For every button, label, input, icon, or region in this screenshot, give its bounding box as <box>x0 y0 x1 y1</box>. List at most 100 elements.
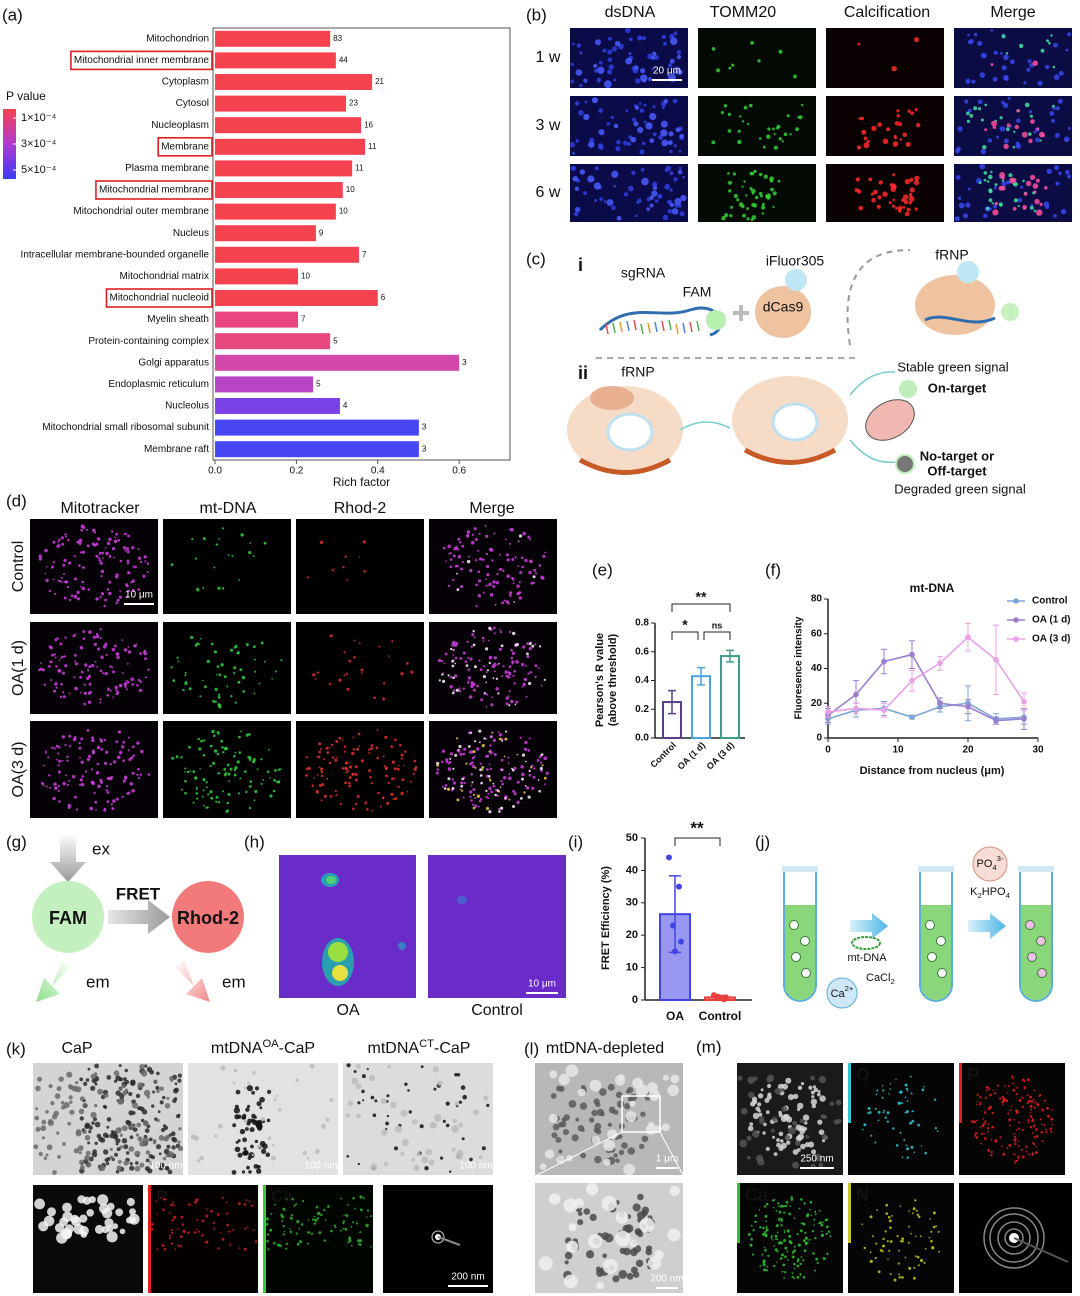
count-label: 5 <box>316 380 321 389</box>
micrograph-speck <box>886 1240 889 1243</box>
micrograph-speck <box>983 171 988 175</box>
micrograph-speck <box>544 551 546 554</box>
micrograph-speck <box>987 1123 990 1126</box>
micrograph-speck <box>54 592 57 596</box>
micrograph-speck <box>575 69 583 76</box>
micrograph-speck <box>783 1239 787 1242</box>
micrograph-speck <box>252 760 256 764</box>
micrograph-speck <box>151 1222 154 1226</box>
micrograph-speck <box>357 1101 361 1105</box>
micrograph-speck <box>914 175 920 181</box>
micrograph-speck <box>669 58 675 64</box>
micrograph-speck <box>243 1150 249 1156</box>
micrograph-speck <box>173 1215 177 1219</box>
micrograph-speck <box>84 1124 89 1130</box>
micrograph-speck <box>184 791 187 795</box>
micrograph-speck <box>48 589 52 593</box>
micrograph-speck <box>814 1213 817 1216</box>
micrograph-speck <box>323 1239 326 1242</box>
micrograph-speck <box>634 214 638 218</box>
sgrna-base <box>682 322 686 334</box>
micrograph-speck <box>607 1129 618 1140</box>
micrograph-speck <box>117 755 121 760</box>
micrograph-speck <box>908 1225 910 1228</box>
micrograph-speck <box>454 641 459 646</box>
micrograph-speck <box>449 685 453 689</box>
micrograph-speck <box>634 105 640 110</box>
micrograph-speck <box>47 1207 56 1217</box>
micrograph-speck <box>625 1089 631 1094</box>
micrograph-speck <box>755 1106 760 1112</box>
micrograph-speck <box>513 766 517 770</box>
micrograph-speck <box>747 1155 751 1160</box>
micrograph-speck <box>251 1090 256 1095</box>
micrograph-speck <box>482 640 485 642</box>
micrograph-speck <box>238 735 241 739</box>
micrograph-speck <box>456 588 460 591</box>
micrograph-speck <box>111 647 116 652</box>
micrograph-speck <box>764 1249 767 1252</box>
micrograph-speck <box>903 1139 906 1142</box>
micrograph-speck <box>382 797 385 800</box>
micrograph-speck <box>1033 1136 1036 1138</box>
micrograph-speck <box>128 1110 134 1116</box>
data-point <box>678 938 684 945</box>
micrograph-speck <box>44 572 47 575</box>
micrograph-speck <box>874 1256 877 1260</box>
panel-label: (g) <box>6 832 27 851</box>
map-bar <box>148 1185 151 1293</box>
micrograph-speck <box>341 739 344 741</box>
micrograph-speck <box>470 540 475 545</box>
bar <box>720 655 740 739</box>
micrograph-speck <box>607 1083 615 1091</box>
micrograph-speck <box>796 1275 800 1279</box>
micrograph-speck <box>206 659 210 664</box>
micrograph-speck <box>306 576 309 579</box>
panel-label: (b) <box>526 5 547 24</box>
micrograph-speck <box>370 1215 373 1218</box>
micrograph-speck <box>988 1088 991 1091</box>
micrograph-speck <box>461 561 464 564</box>
micrograph-speck <box>821 1134 828 1140</box>
legend-marker <box>1013 598 1019 604</box>
label: mt-DNA <box>847 952 887 964</box>
micrograph-speck <box>986 180 990 183</box>
micrograph-speck <box>95 632 99 636</box>
micrograph-speck <box>102 672 105 675</box>
micrograph-speck <box>40 662 42 664</box>
micrograph-speck <box>1004 1085 1006 1087</box>
micrograph-speck <box>366 1216 368 1218</box>
micrograph-speck <box>170 1229 173 1232</box>
micrograph-speck <box>136 741 140 745</box>
micrograph-speck <box>516 592 520 596</box>
micrograph-speck <box>238 1203 241 1206</box>
micrograph-speck <box>510 648 513 652</box>
micrograph-speck <box>516 800 520 805</box>
micrograph-speck <box>796 1107 801 1112</box>
micrograph-speck <box>1021 1105 1024 1108</box>
y-tick-label: 20 <box>811 698 823 709</box>
micrograph-speck <box>79 551 82 554</box>
micrograph-speck <box>163 1248 167 1251</box>
micrograph-speck <box>570 62 575 67</box>
micrograph-speck <box>124 1068 129 1073</box>
micrograph-speck <box>509 528 512 531</box>
micrograph-speck <box>163 1148 170 1155</box>
micrograph-speck <box>368 748 371 751</box>
x-tick-label: 30 <box>1032 745 1044 756</box>
micrograph-speck <box>302 1200 305 1203</box>
micrograph-speck <box>394 797 398 801</box>
micrograph-speck <box>249 542 252 544</box>
micrograph-speck <box>538 789 541 793</box>
sgrna-base <box>668 319 672 331</box>
micrograph-speck <box>205 1214 209 1218</box>
micrograph-speck <box>420 1065 424 1069</box>
micrograph-speck <box>449 565 453 569</box>
micrograph-speck <box>500 631 503 634</box>
marker <box>909 677 915 684</box>
micrograph-speck <box>780 1088 785 1092</box>
micrograph-speck <box>807 1141 815 1148</box>
micrograph-speck <box>68 561 72 565</box>
micrograph-speck <box>1030 203 1034 207</box>
micrograph-speck <box>528 647 532 651</box>
